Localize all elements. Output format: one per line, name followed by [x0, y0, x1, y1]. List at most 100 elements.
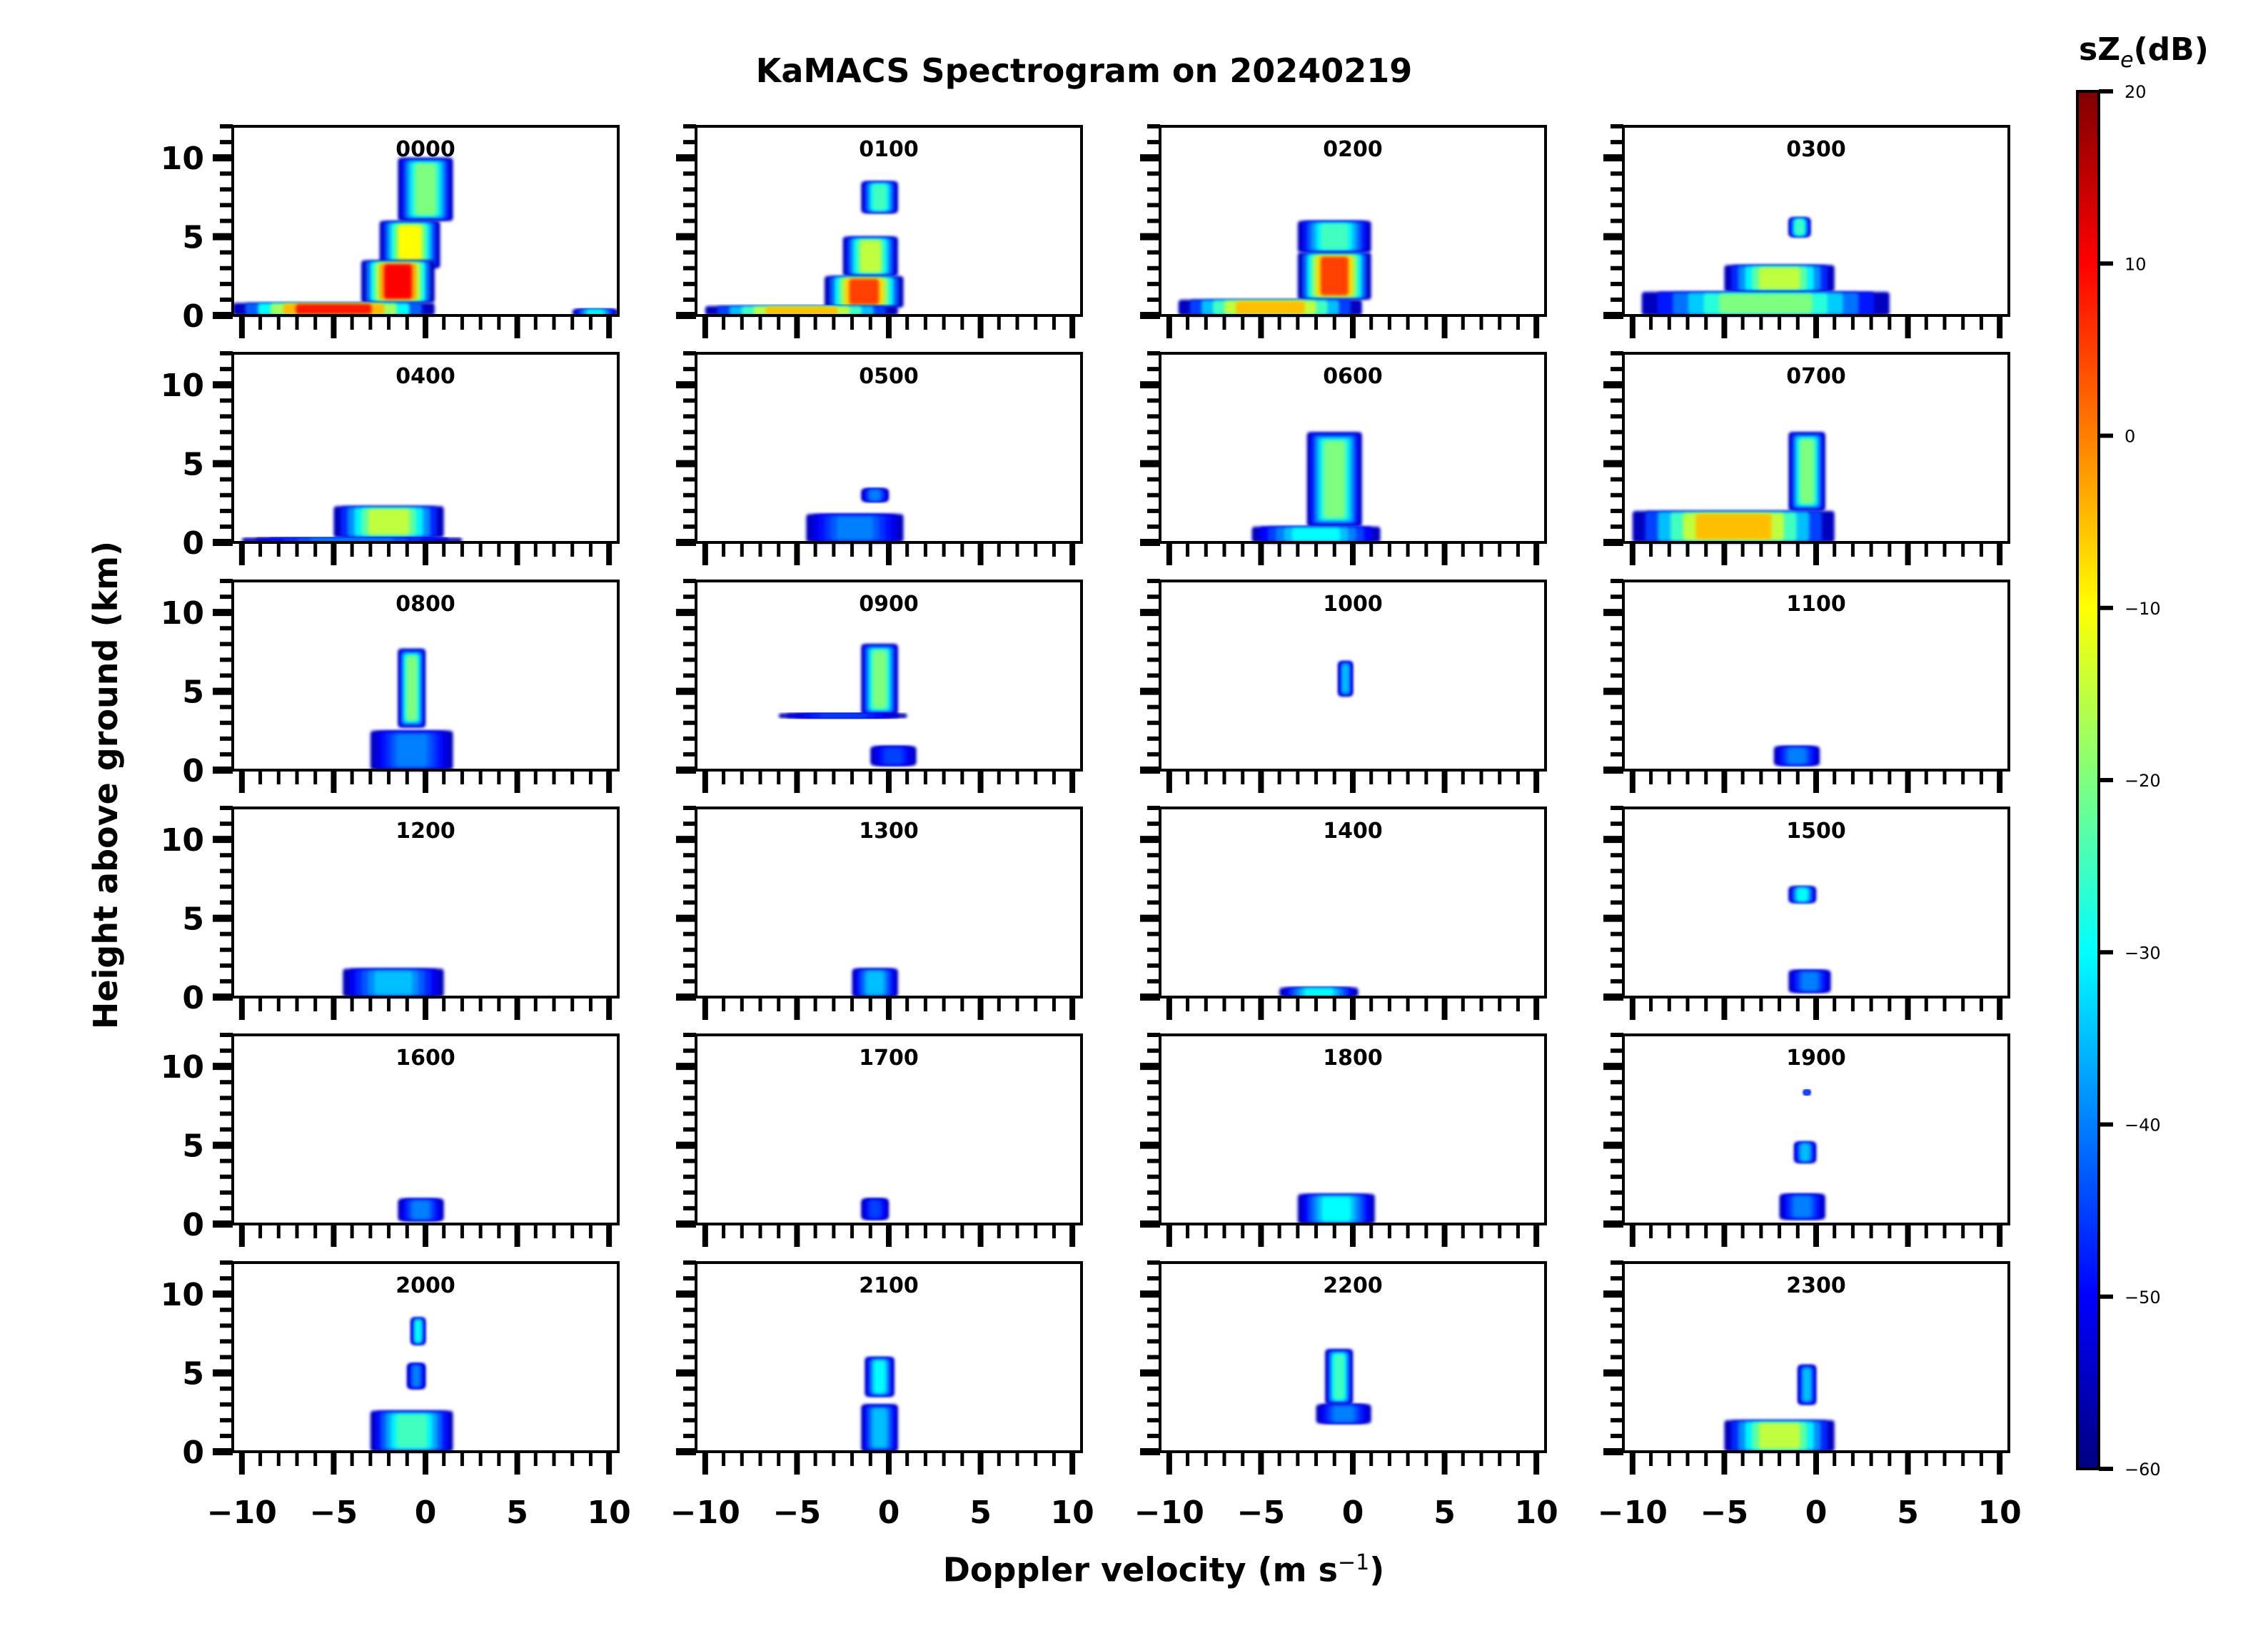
- y-tick-label: 5: [182, 447, 204, 483]
- echo-region: [572, 309, 618, 315]
- echo-region: [806, 514, 904, 542]
- echo-region: [1297, 252, 1371, 300]
- y-tick-label: 0: [182, 525, 204, 562]
- echo-region: [861, 644, 898, 715]
- x-tick-label: −10: [207, 1495, 277, 1531]
- echo-layer: [413, 1365, 420, 1387]
- panel-title: 1300: [859, 819, 919, 844]
- panel-1700: 1700: [676, 1033, 1083, 1247]
- echo-region: [333, 506, 444, 538]
- echo-region: [1788, 218, 1811, 237]
- echo-region: [1338, 661, 1353, 697]
- echo-region: [1788, 970, 1831, 993]
- colorbar-tick-label: −40: [2125, 1116, 2161, 1136]
- y-tick-label: 0: [182, 298, 204, 335]
- echo-layer: [870, 1200, 880, 1218]
- echo-layer: [415, 163, 436, 216]
- y-tick-label: 10: [161, 822, 204, 859]
- panel-1900: 1900: [1603, 1033, 2010, 1247]
- y-tick-label: 0: [182, 980, 204, 1016]
- echo-layer: [1793, 1196, 1811, 1218]
- y-tick-label: 10: [161, 1049, 204, 1086]
- panel-title: 0900: [859, 592, 919, 617]
- panel-title: 0500: [859, 364, 919, 389]
- echo-region: [398, 648, 425, 728]
- y-tick-label: 5: [182, 1356, 204, 1392]
- colorbar-tick-label: 10: [2125, 254, 2147, 274]
- y-tick-label: 5: [182, 674, 204, 711]
- panel-1600: 1600 0 5 10: [161, 1033, 620, 1247]
- echo-layer: [1800, 439, 1814, 504]
- panel-title: 0000: [395, 137, 455, 162]
- colorbar-tick-label: −20: [2125, 771, 2161, 791]
- panel-2100: 2100 −10 −5 0 5 10: [670, 1260, 1094, 1531]
- echo-layer: [872, 650, 887, 709]
- panel-title: 0400: [395, 364, 455, 389]
- panel-title: 2300: [1786, 1273, 1846, 1298]
- panel-title: 1600: [395, 1046, 455, 1071]
- panel-0900: 0900: [676, 579, 1083, 793]
- echo-layer: [874, 1360, 885, 1393]
- echo-layer: [406, 656, 417, 721]
- panel-title: 0300: [1786, 137, 1846, 162]
- panel-title: 1900: [1786, 1046, 1846, 1071]
- echo-region: [1297, 1194, 1375, 1224]
- echo-region: [1279, 987, 1359, 997]
- y-tick-label: 5: [182, 220, 204, 256]
- echo-layer: [412, 1200, 430, 1219]
- echo-layer: [870, 490, 880, 500]
- echo-layer: [1805, 1090, 1809, 1095]
- x-tick-label: 0: [1805, 1495, 1828, 1531]
- y-tick-label: 5: [182, 1128, 204, 1165]
- echo-region: [379, 221, 440, 268]
- colorbar-title: sZe(dB): [2079, 31, 2209, 73]
- panel-title: 1000: [1323, 592, 1383, 617]
- x-tick-label: 5: [1897, 1495, 1919, 1531]
- echo-layer: [860, 240, 881, 273]
- x-tick-label: −10: [670, 1495, 740, 1531]
- x-tick-label: 0: [878, 1495, 900, 1531]
- echo-layer: [396, 734, 428, 767]
- colorbar-tick-label: −50: [2125, 1288, 2161, 1308]
- echo-region: [1641, 291, 1890, 315]
- echo-layer: [1324, 440, 1345, 518]
- echo-region: [398, 158, 453, 221]
- colorbar-tick-label: −10: [2125, 599, 2161, 619]
- echo-region: [870, 746, 917, 766]
- x-tick-label: 10: [588, 1495, 631, 1531]
- panel-2000: 2000 0 5 10 −10 −5 0 5 10: [161, 1260, 631, 1531]
- echo-layer: [1333, 1406, 1354, 1422]
- echo-region: [1779, 1194, 1825, 1220]
- x-tick-label: −5: [310, 1495, 358, 1531]
- panel-1400: 1400: [1140, 806, 1547, 1020]
- echo-region: [1788, 432, 1825, 511]
- echo-region: [865, 1357, 894, 1397]
- echo-region: [1773, 746, 1820, 766]
- echo-region: [343, 969, 444, 997]
- echo-layer: [1719, 293, 1813, 313]
- panel-title: 2200: [1323, 1273, 1383, 1298]
- panel-1300: 1300: [676, 806, 1083, 1020]
- echo-region: [1297, 221, 1371, 253]
- panel-title: 1700: [859, 1046, 919, 1071]
- x-tick-label: 0: [415, 1495, 437, 1531]
- panel-2300: 2300 −10 −5 0 5 10: [1598, 1260, 2022, 1531]
- echo-layer: [1291, 527, 1341, 541]
- echo-layer: [374, 971, 413, 995]
- echo-region: [410, 1318, 425, 1345]
- x-axis-label-exponent: −1: [1337, 1550, 1370, 1575]
- panel-0200: 0200: [1140, 124, 1547, 338]
- y-tick-label: 5: [182, 901, 204, 938]
- echo-layer: [1797, 888, 1808, 901]
- echo-layer: [872, 184, 887, 211]
- y-tick-label: 10: [161, 141, 204, 177]
- x-tick-label: −5: [1237, 1495, 1285, 1531]
- x-axis-label: Doppler velocity (m s−1): [943, 1550, 1385, 1589]
- echo-region: [825, 275, 904, 308]
- echo-region: [1788, 886, 1816, 903]
- echo-layer: [1800, 1143, 1810, 1161]
- panel-title: 1400: [1323, 819, 1383, 844]
- colorbar-tick-label: 0: [2125, 427, 2135, 447]
- x-axis-label-text: Doppler velocity (m s: [942, 1550, 1338, 1589]
- panel-title: 1500: [1786, 819, 1846, 844]
